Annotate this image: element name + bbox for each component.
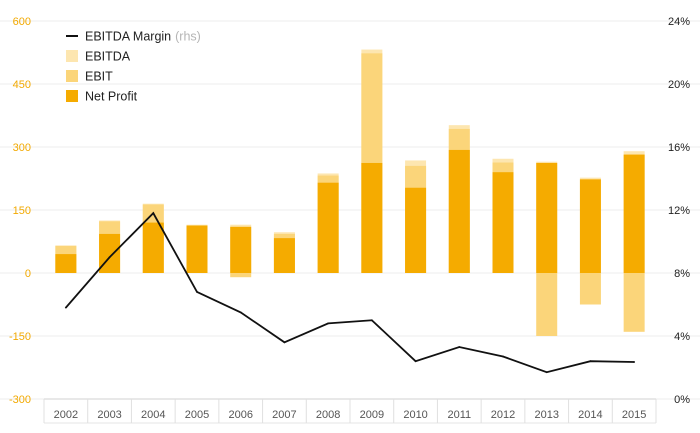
legend-swatch-ebitda xyxy=(66,50,78,62)
line-point xyxy=(414,360,417,363)
line-point xyxy=(108,256,111,259)
line-point xyxy=(370,319,373,322)
bar-net-profit xyxy=(492,172,514,273)
line-point xyxy=(589,360,592,363)
bar-net-profit xyxy=(186,225,208,273)
x-tick-label: 2009 xyxy=(360,409,384,421)
left-tick-label: 150 xyxy=(13,205,31,217)
line-point xyxy=(64,306,67,309)
legend-label: EBIT xyxy=(85,70,113,84)
bar-net-profit xyxy=(273,238,295,273)
legend-label: EBITDA Margin xyxy=(85,30,171,44)
line-ebitda-margin xyxy=(65,211,635,374)
x-tick-label: 2003 xyxy=(97,409,121,421)
right-tick-label: 8% xyxy=(674,268,690,280)
bar-net-profit xyxy=(317,182,339,273)
legend-swatch-ebit xyxy=(66,70,78,82)
left-tick-label: -300 xyxy=(9,394,31,406)
right-tick-label: 4% xyxy=(674,331,690,343)
line-point xyxy=(152,212,155,215)
bar-net-profit xyxy=(55,254,77,273)
bar-net-profit xyxy=(142,222,164,273)
x-tick-label: 2008 xyxy=(316,409,340,421)
x-tick-label: 2007 xyxy=(272,409,296,421)
bar-ebit xyxy=(579,273,601,305)
legend-note: (rhs) xyxy=(175,30,201,44)
legend-swatch-net-profit xyxy=(66,90,78,102)
line-point xyxy=(239,311,242,314)
x-tick-label: 2006 xyxy=(228,409,252,421)
bar-net-profit xyxy=(623,154,645,273)
left-tick-label: 300 xyxy=(13,142,31,154)
right-tick-label: 12% xyxy=(668,205,690,217)
line-point xyxy=(502,355,504,358)
line-point xyxy=(196,291,198,293)
line-point xyxy=(327,322,330,325)
legend-label: Net Profit xyxy=(85,90,138,104)
bar-net-profit xyxy=(405,187,427,273)
x-tick-label: 2014 xyxy=(578,409,602,421)
bar-net-profit xyxy=(230,226,252,273)
line-point xyxy=(283,341,286,344)
x-tick-label: 2010 xyxy=(403,409,427,421)
x-tick-label: 2013 xyxy=(534,409,558,421)
x-tick-label: 2011 xyxy=(447,409,471,421)
x-tick-label: 2012 xyxy=(491,409,515,421)
right-tick-label: 16% xyxy=(668,142,690,154)
line-point xyxy=(633,361,636,363)
bar-net-profit xyxy=(361,162,383,273)
bar-ebit xyxy=(536,273,558,336)
bar-net-profit xyxy=(579,179,601,273)
x-tick-label: 2004 xyxy=(141,409,165,421)
line-point xyxy=(458,346,461,348)
x-tick-label: 2005 xyxy=(185,409,209,421)
left-tick-label: 0 xyxy=(25,268,31,280)
line-point xyxy=(545,371,548,374)
bar-net-profit xyxy=(99,233,121,273)
right-tick-label: 0% xyxy=(674,394,690,406)
legend-label: EBITDA xyxy=(85,50,131,64)
right-tick-label: 20% xyxy=(668,79,690,91)
bar-net-profit xyxy=(536,162,558,273)
x-tick-label: 2002 xyxy=(54,409,78,421)
bar-ebit xyxy=(230,273,252,278)
bar-net-profit xyxy=(448,149,470,273)
left-tick-label: 600 xyxy=(13,16,31,28)
right-tick-label: 24% xyxy=(668,16,690,28)
left-tick-label: -150 xyxy=(9,331,31,343)
x-tick-label: 2015 xyxy=(622,409,646,421)
left-tick-label: 450 xyxy=(13,79,31,91)
bar-ebit xyxy=(623,273,645,332)
